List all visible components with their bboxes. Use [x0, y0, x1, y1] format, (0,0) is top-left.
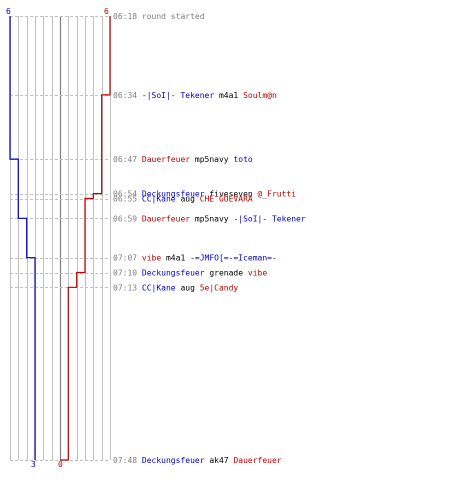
- scale-bottom-left: 3: [31, 460, 36, 469]
- event-player: Deckungsfeuer: [142, 269, 205, 278]
- event-entry: 07:10 Deckungsfeuer grenade vibe: [113, 269, 267, 278]
- event-player: Soulm@n: [243, 91, 277, 100]
- grid-layer: [10, 16, 111, 460]
- event-player: Deckungsfeuer: [142, 190, 205, 199]
- event-player: Dauerfeuer: [142, 214, 190, 223]
- event-time: 06:54: [113, 190, 142, 199]
- event-weapon: aug: [176, 283, 200, 292]
- event-entry: 06:47 Dauerfeuer mp5navy toto: [113, 155, 253, 164]
- event-player: vibe: [142, 254, 161, 263]
- event-entry: 06:18 round started: [113, 12, 205, 21]
- scale-top-right: 6: [104, 7, 109, 16]
- event-time: 07:13: [113, 283, 142, 292]
- event-time: 07:48: [113, 456, 142, 465]
- event-player: -|SoI|- Tekener: [233, 214, 305, 223]
- event-player: Deckungsfeuer: [142, 456, 205, 465]
- event-player: Dauerfeuer: [142, 155, 190, 164]
- event-log: 06:18 round started 06:34 -|SoI|- Tekener…: [113, 12, 306, 465]
- event-time: 06:18: [113, 12, 142, 21]
- event-weapon: m4a1: [214, 91, 243, 100]
- event-player: Dauerfeuer: [233, 456, 281, 465]
- event-time: 06:55: [113, 195, 142, 204]
- event-time: 07:10: [113, 269, 142, 278]
- event-entry: 07:07 vibe m4a1 -=JMFO[=-=Iceman=-: [113, 254, 277, 263]
- event-entry: 06:34 -|SoI|- Tekener m4a1 Soulm@n: [113, 91, 277, 100]
- event-player: CC|Kane: [142, 195, 176, 204]
- event-weapon: fiveseven: [205, 190, 258, 199]
- event-weapon: mp5navy: [190, 214, 233, 223]
- event-entry: 06:59 Dauerfeuer mp5navy -|SoI|- Tekener: [113, 214, 306, 223]
- event-weapon: ak47: [205, 456, 234, 465]
- event-player: CC|Kane: [142, 283, 176, 292]
- event-player: CHE GUEVARA: [200, 195, 253, 204]
- event-weapon: grenade: [205, 269, 248, 278]
- scale-top-left: 6: [6, 7, 11, 16]
- event-player: @_Frutti: [258, 190, 297, 199]
- event-weapon: m4a1: [161, 254, 190, 263]
- event-player: toto: [233, 155, 252, 164]
- event-time: 06:34: [113, 91, 142, 100]
- red-team-alive-line: [60, 16, 111, 461]
- event-entry: 07:13 CC|Kane aug 5e|Candy: [113, 283, 238, 292]
- event-weapon: aug: [176, 195, 200, 204]
- event-player: -|SoI|- Tekener: [142, 91, 214, 100]
- event-time: 06:47: [113, 155, 142, 164]
- event-entry: 06:54 Deckungsfeuer fiveseven @_Frutti: [113, 190, 296, 199]
- scale-bottom-right: 0: [58, 460, 63, 469]
- blue-team-alive-line: [9, 16, 36, 460]
- event-weapon: mp5navy: [190, 155, 233, 164]
- event-message: round started: [142, 12, 205, 21]
- event-player: vibe: [248, 269, 267, 278]
- event-player: 5e|Candy: [200, 283, 239, 292]
- event-time: 06:59: [113, 214, 142, 223]
- alive-lines: [9, 16, 111, 461]
- event-player: -=JMFO[=-=Iceman=-: [190, 254, 277, 263]
- event-time: 07:07: [113, 254, 142, 263]
- event-entry: 07:48 Deckungsfeuer ak47 Dauerfeuer: [113, 456, 282, 465]
- scale-labels: 6 6 3 0: [6, 7, 109, 469]
- event-entry: 06:55 CC|Kane aug CHE GUEVARA: [113, 195, 253, 204]
